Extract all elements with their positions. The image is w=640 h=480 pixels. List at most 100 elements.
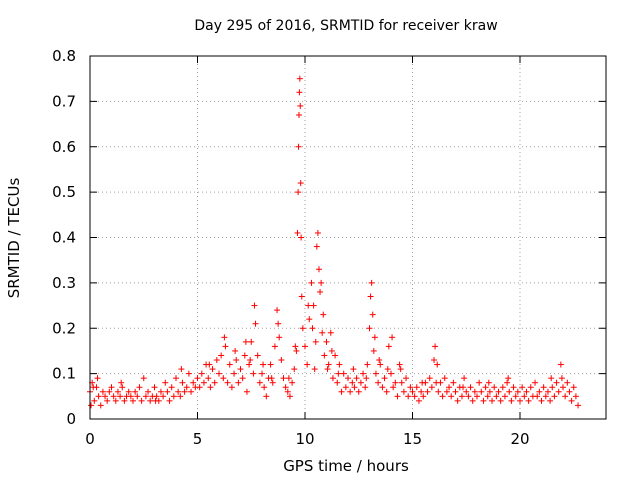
- data-point: [465, 393, 472, 400]
- data-point: [342, 384, 349, 391]
- data-point: [510, 384, 517, 391]
- data-point: [196, 384, 203, 391]
- data-point: [175, 388, 182, 395]
- data-point: [130, 397, 136, 404]
- data-point: [312, 338, 319, 345]
- data-point: [269, 379, 276, 386]
- data-point: [340, 370, 347, 377]
- data-points: [87, 75, 582, 409]
- data-point: [463, 388, 470, 395]
- data-point: [110, 393, 117, 400]
- data-point: [485, 379, 492, 386]
- data-point: [362, 384, 369, 391]
- data-point: [426, 375, 433, 382]
- data-point: [434, 361, 441, 368]
- data-point: [525, 397, 532, 404]
- plot-frame: [89, 55, 607, 420]
- data-point: [512, 393, 519, 400]
- y-tick-label: 0.8: [52, 47, 76, 65]
- data-point: [319, 329, 326, 336]
- data-point: [570, 384, 577, 391]
- data-point: [190, 379, 197, 386]
- data-point: [321, 352, 328, 359]
- data-point: [308, 279, 315, 286]
- data-point: [360, 370, 367, 377]
- data-point: [439, 393, 446, 400]
- y-tick-label: 0.2: [52, 319, 76, 337]
- data-point: [275, 320, 282, 327]
- data-point: [508, 397, 515, 404]
- data-point: [519, 384, 526, 391]
- x-tick-label: 10: [295, 430, 314, 448]
- data-point: [396, 361, 403, 368]
- data-point: [251, 302, 258, 309]
- data-point: [259, 370, 265, 377]
- data-point: [506, 388, 513, 395]
- data-point: [185, 370, 192, 377]
- data-point: [311, 366, 318, 373]
- data-point: [198, 370, 205, 377]
- data-point: [276, 334, 283, 341]
- data-point: [555, 388, 562, 395]
- data-point: [181, 388, 188, 395]
- data-point: [134, 393, 141, 400]
- data-point: [415, 397, 422, 404]
- x-tick-label: 0: [85, 430, 95, 448]
- data-point: [428, 384, 435, 391]
- data-point: [551, 393, 558, 400]
- data-point: [125, 388, 132, 395]
- data-point: [355, 388, 362, 395]
- data-point: [274, 307, 281, 314]
- data-point: [335, 370, 342, 377]
- data-point: [523, 388, 530, 395]
- data-point: [493, 393, 500, 400]
- data-point: [207, 384, 214, 391]
- data-point: [350, 366, 357, 373]
- data-point: [538, 397, 545, 404]
- data-point: [177, 393, 184, 400]
- data-point: [299, 325, 306, 332]
- data-point: [295, 189, 302, 196]
- data-point: [252, 320, 259, 327]
- data-point: [544, 388, 551, 395]
- data-point: [88, 402, 95, 409]
- y-tick-labels: 0 0.1 0.2 0.3 0.4 0.5 0.6 0.7 0.8: [52, 47, 76, 428]
- data-point: [497, 397, 504, 404]
- data-point: [295, 111, 302, 118]
- x-axis-label: GPS time / hours: [283, 457, 409, 475]
- data-point: [302, 343, 308, 350]
- data-point: [206, 361, 213, 368]
- data-point: [250, 370, 257, 377]
- data-point: [527, 384, 534, 391]
- data-point: [271, 343, 278, 350]
- data-point: [310, 302, 317, 309]
- data-point: [138, 397, 145, 404]
- data-point: [233, 357, 240, 364]
- data-point: [91, 397, 98, 404]
- data-point: [284, 388, 291, 395]
- data-point: [254, 352, 261, 359]
- data-point: [117, 393, 124, 400]
- data-point: [394, 393, 401, 400]
- data-point: [293, 347, 300, 354]
- data-point: [304, 361, 311, 368]
- data-point: [95, 393, 102, 400]
- data-point: [450, 379, 457, 386]
- data-point: [332, 352, 339, 359]
- data-point: [542, 393, 549, 400]
- data-point: [448, 393, 455, 400]
- data-point: [398, 379, 405, 386]
- data-point: [108, 384, 115, 391]
- data-point: [268, 375, 275, 382]
- data-point: [480, 397, 487, 404]
- data-point: [289, 379, 296, 386]
- data-point: [119, 384, 126, 391]
- data-point: [243, 388, 250, 395]
- data-point: [102, 393, 109, 400]
- data-point: [338, 388, 345, 395]
- data-point: [168, 384, 175, 391]
- data-point: [409, 388, 416, 395]
- data-point: [372, 370, 379, 377]
- data-point: [127, 393, 134, 400]
- data-point: [237, 366, 244, 373]
